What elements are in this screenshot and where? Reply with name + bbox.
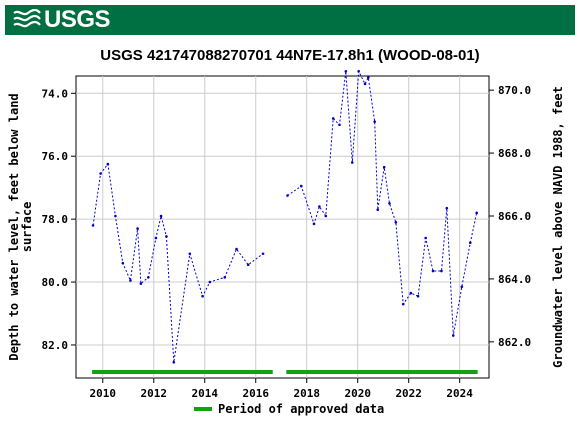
data-point — [338, 123, 341, 127]
x-tick-label: 2018 — [293, 387, 320, 400]
data-point — [299, 184, 303, 188]
x-tick-label: 2016 — [242, 387, 269, 400]
data-point — [460, 285, 464, 289]
y-right-tick-label: 864.0 — [498, 273, 531, 286]
y-axis-left-title-line1: Depth to water level, feet below land — [7, 93, 21, 360]
data-point — [172, 360, 176, 364]
y-right-tick-label: 870.0 — [498, 84, 531, 97]
data-point — [286, 194, 289, 197]
y-left-tick-label: 74.0 — [42, 87, 69, 100]
x-tick-label: 2020 — [344, 387, 371, 400]
data-point — [147, 276, 150, 279]
data-point — [344, 69, 348, 73]
series-line — [92, 162, 264, 363]
usgs-banner: USGS — [5, 5, 575, 35]
usgs-logo-text: USGS — [44, 6, 111, 33]
data-point — [373, 120, 377, 123]
y-left-tick-label: 76.0 — [42, 150, 69, 163]
data-point — [440, 269, 443, 273]
usgs-logo: USGS — [13, 6, 111, 33]
data-point — [445, 206, 449, 210]
data-point — [431, 269, 435, 273]
y-right-tick-label: 866.0 — [498, 210, 531, 223]
x-axis-ticks: 2010 2012 2014 2016 2018 2020 2022 2024 — [90, 378, 473, 400]
x-tick-label: 2012 — [141, 387, 168, 400]
data-point — [136, 227, 139, 230]
data-point — [208, 280, 212, 284]
grid-lines — [76, 76, 489, 378]
data-point — [324, 214, 328, 218]
x-tick-label: 2014 — [191, 387, 218, 400]
series-line — [287, 69, 478, 336]
data-point — [475, 211, 478, 215]
data-point — [91, 224, 95, 227]
x-tick-label: 2024 — [446, 387, 473, 400]
data-point — [246, 263, 250, 267]
data-point — [357, 69, 360, 73]
data-point — [382, 165, 386, 169]
x-tick-label: 2010 — [90, 387, 117, 400]
data-series — [91, 69, 478, 364]
data-point — [331, 117, 335, 120]
data-point — [318, 205, 321, 208]
y-axis-right-title: Groundwater level above NAVD 1988, feet — [551, 86, 565, 368]
data-point — [366, 76, 370, 79]
data-point — [394, 220, 398, 224]
y-left-tick-label: 80.0 — [42, 276, 69, 289]
data-point — [388, 202, 391, 205]
y-right-tick-label: 862.0 — [498, 336, 531, 349]
y-axis-right-ticks: 870.0 868.0 866.0 864.0 862.0 — [489, 84, 531, 349]
data-point — [154, 236, 158, 240]
data-point — [401, 302, 405, 306]
data-point — [201, 294, 204, 298]
data-point — [99, 172, 102, 175]
y-right-tick-label: 868.0 — [498, 147, 531, 160]
y-left-tick-label: 82.0 — [42, 339, 69, 352]
data-point — [363, 82, 367, 86]
legend-label: Period of approved data — [218, 402, 384, 416]
y-left-tick-label: 78.0 — [42, 213, 69, 226]
data-point — [409, 291, 413, 295]
data-point — [106, 162, 110, 166]
data-point — [468, 241, 472, 245]
usgs-wave-icon — [13, 9, 41, 28]
data-point — [416, 294, 420, 298]
data-point — [121, 261, 125, 265]
data-point — [159, 214, 163, 218]
data-point — [350, 161, 354, 164]
plot-area — [75, 75, 490, 379]
data-point — [235, 247, 238, 251]
data-point — [188, 252, 192, 256]
data-point — [451, 334, 455, 337]
data-point — [376, 208, 380, 211]
chart-title: USGS 421747088270701 44N7E-17.8h1 (WOOD-… — [100, 47, 479, 64]
data-point — [424, 236, 427, 240]
data-point — [223, 276, 227, 279]
data-point — [312, 222, 316, 226]
legend: Period of approved data — [194, 402, 384, 416]
data-point — [261, 252, 265, 256]
data-point — [165, 235, 168, 238]
y-axis-left-ticks: 74.0 76.0 78.0 80.0 82.0 — [42, 87, 76, 352]
data-point — [129, 279, 132, 282]
data-point — [114, 214, 117, 218]
y-axis-left-title-line2: surface — [20, 202, 34, 253]
data-point — [139, 282, 143, 285]
x-tick-label: 2022 — [395, 387, 422, 400]
